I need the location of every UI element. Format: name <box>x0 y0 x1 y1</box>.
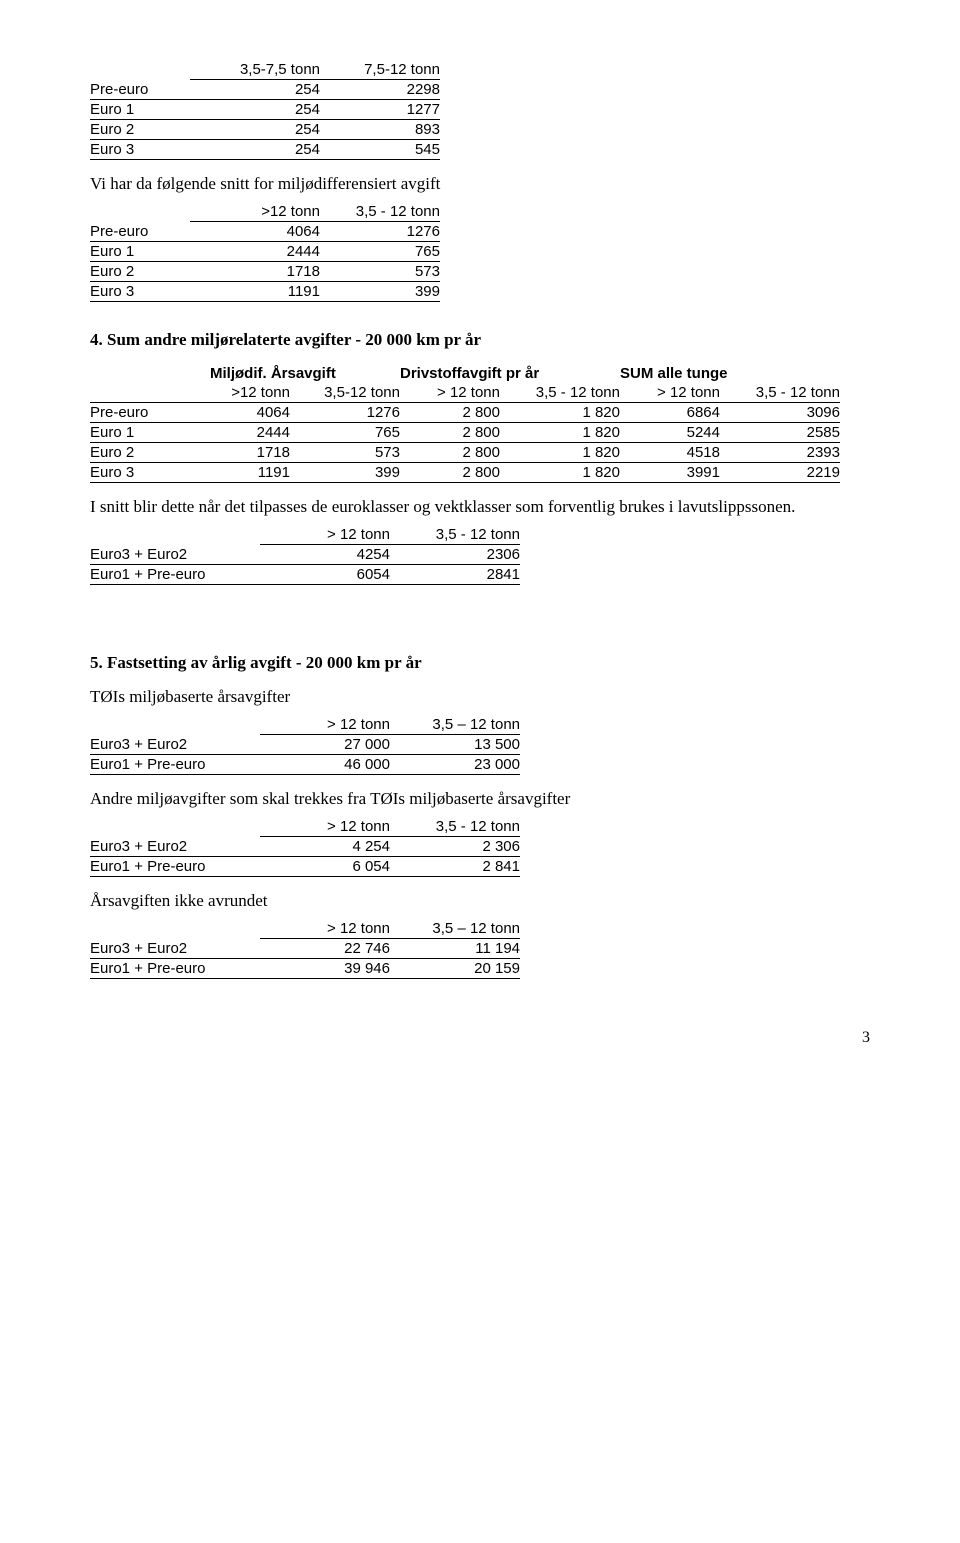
group-header: SUM alle tunge <box>620 364 840 383</box>
subtitle-1: Vi har da følgende snitt for miljødiffer… <box>90 174 870 194</box>
table-row: Euro1 + Pre-euro60542841 <box>90 565 520 585</box>
table-row: Euro1 + Pre-euro6 0542 841 <box>90 857 520 877</box>
sub-header: > 12 tonn <box>400 383 500 403</box>
table-row: Euro3 + Euro227 00013 500 <box>90 735 520 755</box>
sub-header: 3,5 - 12 tonn <box>720 383 840 403</box>
col-header: 3,5 - 12 tonn <box>320 202 440 222</box>
table-row: Euro 3254545 <box>90 140 440 160</box>
table-3: Miljødif. Årsavgift Drivstoffavgift pr å… <box>90 364 840 483</box>
table-row: Euro3 + Euro222 74611 194 <box>90 939 520 959</box>
table-row: Euro 12541277 <box>90 100 440 120</box>
subtitle-5: TØIs miljøbaserte årsavgifter <box>90 687 870 707</box>
sub-header: >12 tonn <box>190 383 290 403</box>
group-header: Miljødif. Årsavgift <box>190 364 400 383</box>
heading-4: 4. Sum andre miljørelaterte avgifter - 2… <box>90 330 870 350</box>
table-row: Euro1 + Pre-euro39 94620 159 <box>90 959 520 979</box>
table-row: Pre-euro2542298 <box>90 80 440 100</box>
body-text-2: I snitt blir dette når det tilpasses de … <box>90 497 870 517</box>
col-header: 3,5 - 12 tonn <box>390 525 520 545</box>
subtitle-6: Andre miljøavgifter som skal trekkes fra… <box>90 789 870 809</box>
col-header: > 12 tonn <box>260 525 390 545</box>
group-header: Drivstoffavgift pr år <box>400 364 620 383</box>
sub-header: > 12 tonn <box>620 383 720 403</box>
table-4: > 12 tonn 3,5 - 12 tonn Euro3 + Euro2425… <box>90 525 520 585</box>
col-header: 3,5 – 12 tonn <box>390 919 520 939</box>
table-1: 3,5-7,5 tonn 7,5-12 tonn Pre-euro2542298… <box>90 60 440 160</box>
table-row: Euro 2254893 <box>90 120 440 140</box>
table-2: >12 tonn 3,5 - 12 tonn Pre-euro40641276 … <box>90 202 440 302</box>
table-7: > 12 tonn 3,5 – 12 tonn Euro3 + Euro222 … <box>90 919 520 979</box>
col-header: > 12 tonn <box>260 715 390 735</box>
table-row: Euro 31191399 <box>90 282 440 302</box>
sub-header: 3,5 - 12 tonn <box>500 383 620 403</box>
col-header: > 12 tonn <box>260 919 390 939</box>
col-header: 7,5-12 tonn <box>320 60 440 80</box>
col-header: >12 tonn <box>190 202 320 222</box>
table-row: Pre-euro40641276 <box>90 222 440 242</box>
col-header: > 12 tonn <box>260 817 390 837</box>
table-row: Euro 217185732 8001 82045182393 <box>90 443 840 463</box>
table-row: Pre-euro406412762 8001 82068643096 <box>90 403 840 423</box>
col-header: 3,5 – 12 tonn <box>390 715 520 735</box>
table-5: > 12 tonn 3,5 – 12 tonn Euro3 + Euro227 … <box>90 715 520 775</box>
col-header: 3,5-7,5 tonn <box>190 60 320 80</box>
table-row: Euro 124447652 8001 82052442585 <box>90 423 840 443</box>
table-row: Euro3 + Euro24 2542 306 <box>90 837 520 857</box>
table-row: Euro1 + Pre-euro46 00023 000 <box>90 755 520 775</box>
subtitle-7: Årsavgiften ikke avrundet <box>90 891 870 911</box>
sub-header: 3,5-12 tonn <box>290 383 400 403</box>
page-number: 3 <box>90 1029 870 1047</box>
table-row: Euro 21718573 <box>90 262 440 282</box>
table-row: Euro3 + Euro242542306 <box>90 545 520 565</box>
table-row: Euro 12444765 <box>90 242 440 262</box>
table-6: > 12 tonn 3,5 - 12 tonn Euro3 + Euro24 2… <box>90 817 520 877</box>
table-row: Euro 311913992 8001 82039912219 <box>90 463 840 483</box>
col-header: 3,5 - 12 tonn <box>390 817 520 837</box>
heading-5: 5. Fastsetting av årlig avgift - 20 000 … <box>90 653 870 673</box>
